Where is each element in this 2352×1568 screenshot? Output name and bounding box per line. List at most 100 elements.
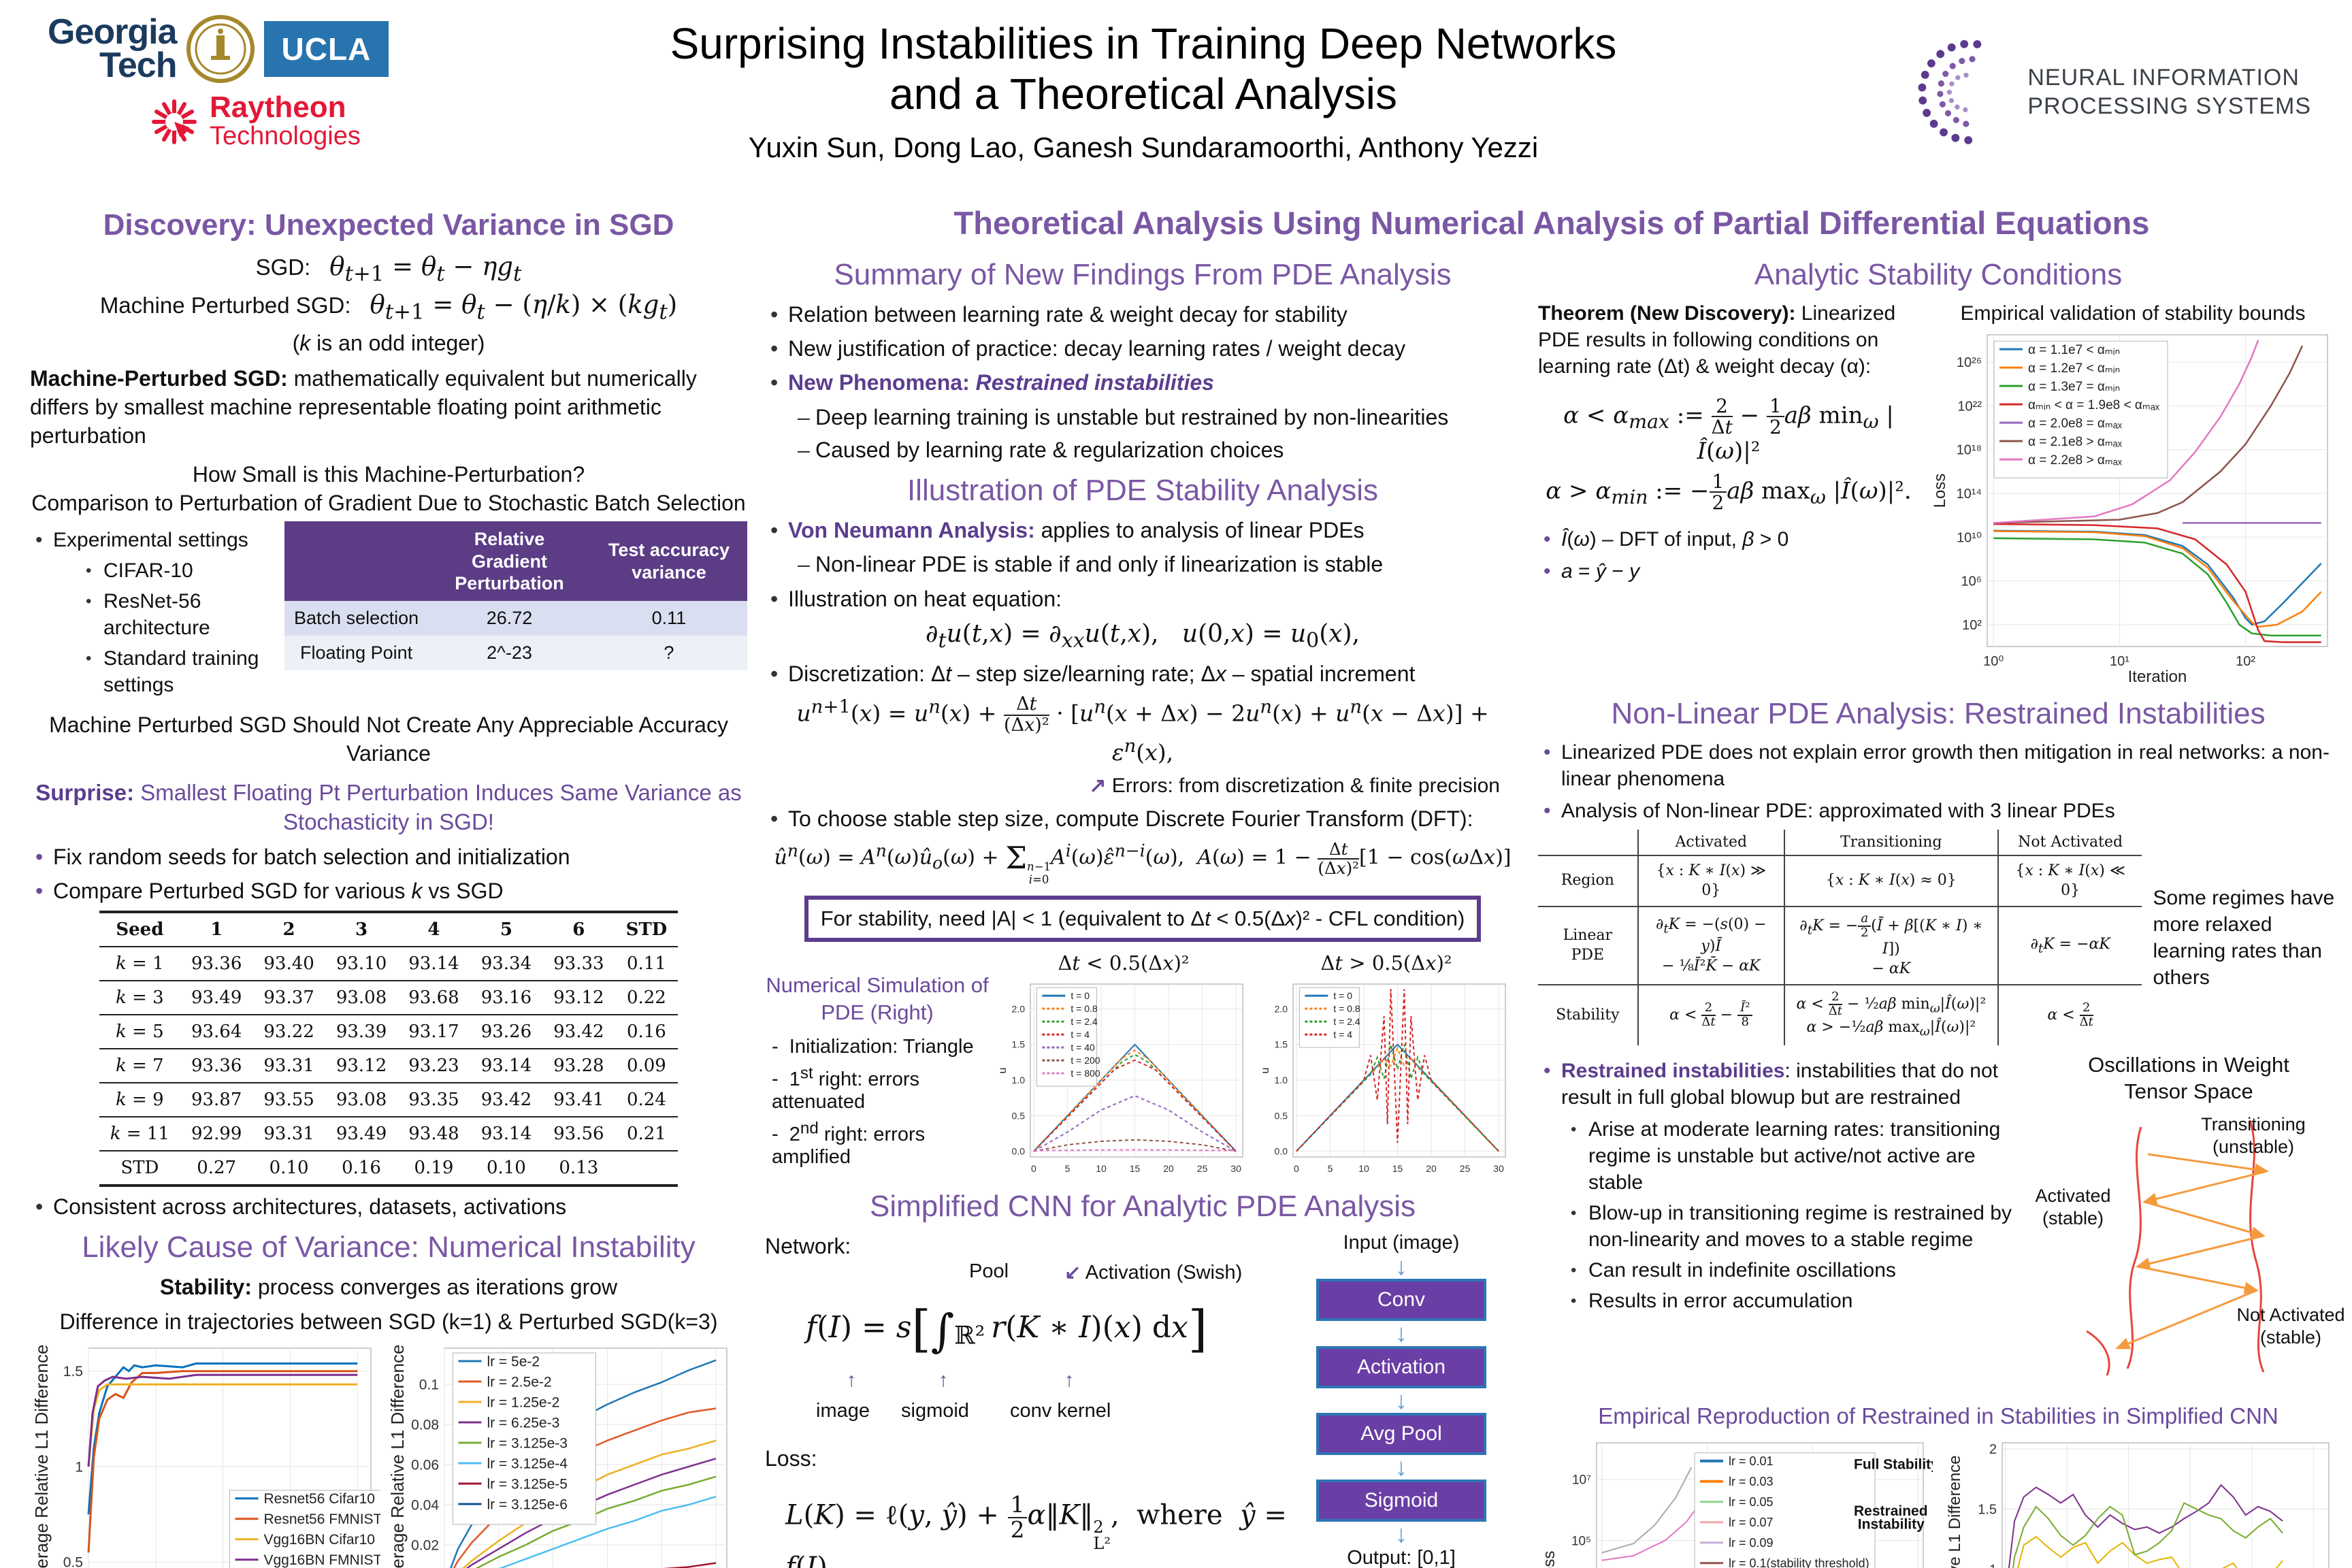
svg-text:10¹⁸: 10¹⁸ <box>1957 443 1982 458</box>
svg-text:5: 5 <box>1328 1163 1333 1174</box>
svg-text:15: 15 <box>1392 1163 1403 1174</box>
loss-label: Loss: <box>765 1446 817 1471</box>
table-cell: 93.31 <box>263 1124 314 1145</box>
restrained-rest: : instabilities that do not result in fu… <box>1561 1060 1998 1109</box>
bullet-linearized-pde: Linearized PDE does not explain error gr… <box>1538 739 2338 792</box>
bullet-cifar10: CIFAR-10 <box>83 557 271 584</box>
svg-text:0.5: 0.5 <box>1012 1110 1026 1121</box>
bullet-consistent: Consistent across architectures, dataset… <box>30 1192 747 1221</box>
svg-text:25: 25 <box>1197 1163 1208 1174</box>
table-cell: 93.08 <box>336 987 387 1009</box>
heading-empirical-reproduction: Empirical Reproduction of Restrained in … <box>1598 1403 2278 1429</box>
how-small-line1: How Small is this Machine-Perturbation? <box>192 461 585 487</box>
svg-text:10¹⁴: 10¹⁴ <box>1957 487 1982 502</box>
svg-text:lr = 1.25e-2: lr = 1.25e-2 <box>487 1394 559 1410</box>
bullet-arise-moderate: Arise at moderate learning rates: transi… <box>1568 1116 2032 1196</box>
table-cell: 0.27 <box>197 1158 237 1179</box>
table-cell: 93.40 <box>263 953 314 975</box>
svg-text:u: u <box>1260 1067 1271 1073</box>
svg-text:10⁶: 10⁶ <box>1961 574 1982 589</box>
flow-arrow-icon: ↓ <box>1395 1520 1407 1548</box>
svg-text:t = 0: t = 0 <box>1333 990 1352 1001</box>
logo-area: Georgia Tech UCLA <box>48 14 456 151</box>
table-cell: k = 5 <box>116 1022 164 1043</box>
heat-stable-chart: 0.0 0.5 1.0 1.5 2.0 0 5 10 15 20 25 30 u t = 0 t = 0.8… <box>995 976 1252 1180</box>
table-row: k = 7 93.36 93.31 93.12 93.23 93.14 93.28 0.09 <box>99 1049 679 1083</box>
table-cell: 93.42 <box>480 1090 532 1111</box>
table-cell: 93.14 <box>480 1056 532 1077</box>
bullet-caused-by: Caused by learning rate & regularization… <box>795 436 1520 464</box>
bullet-heat-equation: Illustration on heat equation: <box>765 585 1520 613</box>
svg-text:αₘᵢₙ < α = 1.9e8 < αₘₐₓ: αₘᵢₙ < α = 1.9e8 < αₘₐₓ <box>2028 398 2160 412</box>
nl-region-transitioning: {x : K ∗ I(x) ≈ 0} <box>1784 855 1999 908</box>
table-cell: 93.36 <box>191 1056 242 1077</box>
neurips-text-line1: NEURAL INFORMATION <box>2027 64 2300 91</box>
flow-input-label: Input (image) <box>1343 1231 1460 1254</box>
table-header-cell: Seed <box>116 919 164 941</box>
table-header-cell: 4 <box>427 919 440 941</box>
svg-text:0.5: 0.5 <box>63 1555 83 1568</box>
bullet-experimental-settings: Experimental settings CIFAR-10 ResNet-56… <box>30 527 271 698</box>
table-cell: 92.99 <box>191 1124 242 1145</box>
sim-item-2: - 1st right: errors attenuated <box>772 1064 920 1113</box>
svg-text:α = 2.0e8 = αₘₐₓ: α = 2.0e8 = αₘₐₓ <box>2028 416 2123 431</box>
svg-text:lr = 3.125e-3: lr = 3.125e-3 <box>487 1435 568 1451</box>
table-header-cell: 5 <box>500 919 512 941</box>
svg-text:t = 0.8: t = 0.8 <box>1333 1003 1360 1014</box>
table-cell: ? <box>590 636 747 671</box>
surprise-rest: Smallest Floating Pt Perturbation Induce… <box>134 779 742 835</box>
epoch-difference-chart: 0.511.5050100150200EpochAverage Relative… <box>30 1340 434 1568</box>
table-cell: 93.49 <box>191 987 242 1009</box>
heading-illustration: Illustration of PDE Stability Analysis <box>906 474 1379 508</box>
svg-text:t = 4: t = 4 <box>1333 1029 1352 1040</box>
alpha-min-equation: α > αmin := −1 2 aβ maxω |Î(ω)|². <box>1546 470 1912 514</box>
header: Georgia Tech UCLA <box>0 0 2352 204</box>
bullet-dft-input: Î(ω) – DFT of input, β > 0 <box>1538 526 1919 553</box>
bullet-new-phenomena: New Phenomena: Restrained instabilities <box>765 368 1520 397</box>
table-row: STD 0.27 0.10 0.16 0.19 0.10 0.13 <box>99 1151 679 1186</box>
svg-text:1.5: 1.5 <box>1275 1039 1288 1050</box>
svg-text:15: 15 <box>1130 1163 1141 1174</box>
svg-text:α = 2.2e8 > αₘₐₓ: α = 2.2e8 > αₘₐₓ <box>2028 453 2123 468</box>
table-header-cell: 3 <box>355 919 368 941</box>
flow-arrow-icon: ↓ <box>1395 1252 1407 1280</box>
svg-text:Restrained: Restrained <box>1854 1503 1928 1519</box>
svg-text:lr = 0.1(stability threshold): lr = 0.1(stability threshold) <box>1729 1556 1869 1568</box>
table-cell: 93.42 <box>553 1022 604 1043</box>
stability-rest: process converges as iterations grow <box>251 1275 618 1300</box>
svg-text:t = 2.4: t = 2.4 <box>1333 1016 1360 1027</box>
svg-text:10¹: 10¹ <box>2110 654 2129 669</box>
svg-text:α = 2.1e8 > αₘₐₓ: α = 2.1e8 > αₘₐₓ <box>2028 435 2123 449</box>
heading-discovery: Discovery: Unexpected Variance in SGD <box>103 208 674 242</box>
svg-text:lr = 3.125e-4: lr = 3.125e-4 <box>487 1456 568 1471</box>
svg-text:10²⁶: 10²⁶ <box>1957 355 1982 370</box>
svg-text:0.06: 0.06 <box>411 1457 439 1473</box>
table-row: k = 11 92.99 93.31 93.49 93.48 93.14 93.56 0.21 <box>99 1117 679 1152</box>
sgd-equation: θt+1 = θt − ηgt <box>329 252 522 287</box>
svg-text:lr = 2.5e-2: lr = 2.5e-2 <box>487 1374 551 1390</box>
table-cell: 93.14 <box>408 953 459 975</box>
svg-text:2: 2 <box>1989 1442 1997 1457</box>
svg-text:Vgg16BN FMNIST: Vgg16BN FMNIST <box>264 1552 381 1568</box>
discretization-equation: un+1(x) = un(x) + Δt (Δx)² · [un(x + Δx) … <box>796 693 1489 766</box>
von-neumann-rest: applies to analysis of linear PDEs <box>1034 518 1365 543</box>
svg-text:α = 1.3e7 = αₘᵢₙ: α = 1.3e7 = αₘᵢₙ <box>2028 380 2120 394</box>
table-cell: Batch selection <box>284 601 429 636</box>
svg-text:5: 5 <box>1065 1163 1071 1174</box>
svg-text:10⁰: 10⁰ <box>1983 654 2004 669</box>
svg-text:0: 0 <box>1294 1163 1299 1174</box>
flow-output-label: Output: [0,1] <box>1347 1546 1456 1568</box>
right-wrap: Theoretical Analysis Using Numerical Ana… <box>765 201 2345 1568</box>
table-cell: 93.34 <box>480 953 532 975</box>
oscillations-figure: Oscillations in Weight Tensor Space <box>2035 1052 2345 1392</box>
svg-text:0.5: 0.5 <box>1275 1110 1288 1121</box>
table-cell: 93.14 <box>480 1124 532 1145</box>
theorem-bold: Theorem (New Discovery): <box>1538 302 1796 325</box>
poster-title-line2: and a Theoretical Analysis <box>889 69 1397 118</box>
raytheon-logo: Raytheon Technologies <box>150 93 456 151</box>
table-cell: 26.72 <box>428 601 591 636</box>
svg-text:Loss: Loss <box>1931 474 1949 508</box>
k-note: (k is an odd integer) <box>292 330 485 355</box>
bullet-standard-training: Standard training settings <box>83 645 271 698</box>
